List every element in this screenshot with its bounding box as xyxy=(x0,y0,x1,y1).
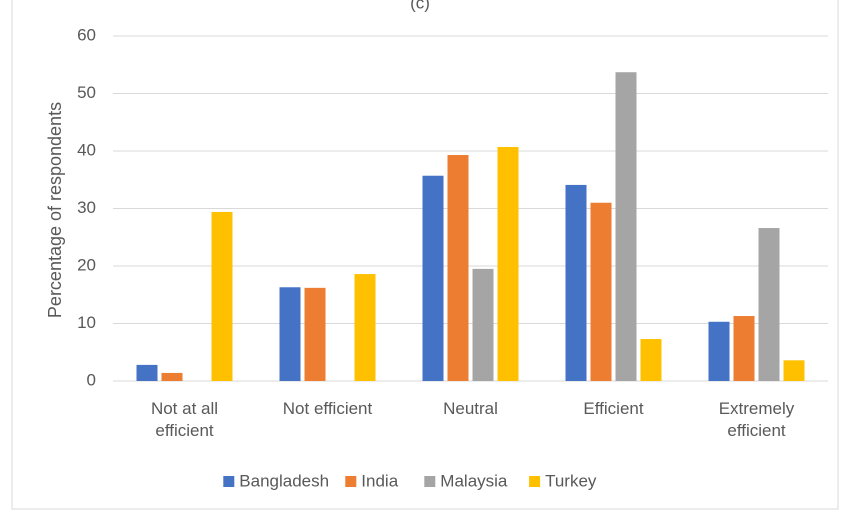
x-tick-label: Not at all efficient xyxy=(150,399,219,440)
bar xyxy=(615,72,637,381)
bar xyxy=(758,228,780,381)
bar xyxy=(422,175,444,381)
legend-label: Turkey xyxy=(545,471,597,490)
legend-label: Malaysia xyxy=(440,471,508,490)
bar xyxy=(565,184,587,381)
x-tick-label: Extremely efficient xyxy=(718,399,795,440)
chart-title: (c) xyxy=(410,0,430,12)
bar xyxy=(279,287,301,381)
bar xyxy=(447,155,469,381)
y-tick-label: 60 xyxy=(77,25,96,44)
legend-swatch xyxy=(424,476,436,487)
y-tick-label: 0 xyxy=(87,370,96,389)
bar xyxy=(211,211,233,381)
y-tick-label: 10 xyxy=(77,313,96,332)
bar xyxy=(304,287,326,381)
bar xyxy=(590,202,612,381)
y-tick-label: 30 xyxy=(77,198,96,217)
bar xyxy=(783,360,805,381)
x-tick-label: Not efficient xyxy=(282,399,373,418)
legend-swatch xyxy=(345,476,357,487)
y-tick-label: 50 xyxy=(77,83,96,102)
x-tick-label: Neutral xyxy=(443,399,498,418)
legend-label: Bangladesh xyxy=(239,471,329,490)
x-tick-label: Efficient xyxy=(583,399,644,418)
y-tick-label: 20 xyxy=(77,255,96,274)
chart-border xyxy=(11,0,839,510)
bar xyxy=(497,146,519,381)
bar xyxy=(472,268,494,381)
bar xyxy=(354,274,376,381)
bar xyxy=(733,316,755,381)
bar xyxy=(161,372,183,381)
y-axis-label: Percentage of respondents xyxy=(45,102,65,318)
bar xyxy=(136,364,158,381)
y-tick-label: 40 xyxy=(77,140,96,159)
legend-swatch xyxy=(223,476,235,487)
bar xyxy=(640,339,662,381)
legend-swatch xyxy=(529,476,541,487)
bar xyxy=(708,321,730,381)
legend-label: India xyxy=(361,471,398,490)
